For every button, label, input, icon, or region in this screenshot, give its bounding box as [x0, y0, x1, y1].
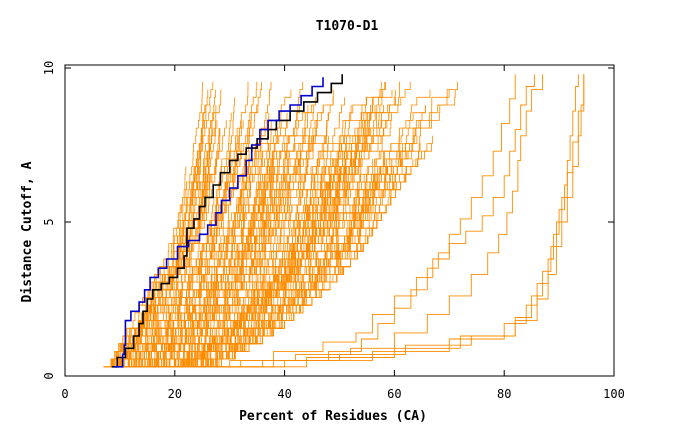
- outlier-model-curve: [196, 74, 585, 368]
- model-curve: [161, 135, 329, 368]
- model-curve: [204, 158, 414, 368]
- model-curve: [172, 135, 356, 368]
- plot-lines-group: [103, 74, 585, 368]
- model-curve: [103, 81, 203, 368]
- model-curve: [141, 143, 271, 368]
- x-tick-label: 80: [497, 387, 511, 401]
- model-curve: [169, 151, 352, 368]
- highlighted-curve: [114, 77, 324, 368]
- axis-ticks-group: 0 20 40 60 80 100 0 5 10: [42, 61, 625, 401]
- model-curve: [182, 143, 368, 368]
- model-curve: [121, 143, 240, 368]
- model-curve: [153, 128, 306, 368]
- model-curve: [194, 105, 426, 368]
- y-axis-label: Distance Cutoff, A: [20, 161, 35, 302]
- y-tick-label: 10: [42, 61, 56, 75]
- model-curve: [193, 120, 420, 368]
- outlier-model-curve: [202, 74, 516, 368]
- model-curve: [160, 97, 345, 368]
- outlier-model-curve: [196, 74, 544, 368]
- outlier-model-curve: [202, 74, 579, 368]
- model-curve: [111, 89, 209, 368]
- x-tick-label: 60: [387, 387, 401, 401]
- model-curve: [131, 158, 263, 368]
- x-axis-label: Percent of Residues (CA): [239, 409, 427, 424]
- x-tick-label: 20: [168, 387, 182, 401]
- x-tick-label: 40: [277, 387, 291, 401]
- y-tick-label: 0: [42, 372, 56, 379]
- model-curve: [148, 105, 309, 368]
- highlighted-curve: [111, 74, 343, 368]
- model-curve: [125, 151, 230, 368]
- x-tick-label: 100: [603, 387, 625, 401]
- model-curve: [161, 97, 334, 368]
- model-curve: [145, 151, 282, 368]
- x-tick-label: 0: [61, 387, 68, 401]
- y-tick-label: 5: [42, 218, 56, 225]
- plot-frame: [64, 64, 615, 377]
- chart-title: T1070-D1: [316, 19, 379, 34]
- outlier-model-curve: [207, 74, 585, 368]
- model-curve: [153, 89, 334, 368]
